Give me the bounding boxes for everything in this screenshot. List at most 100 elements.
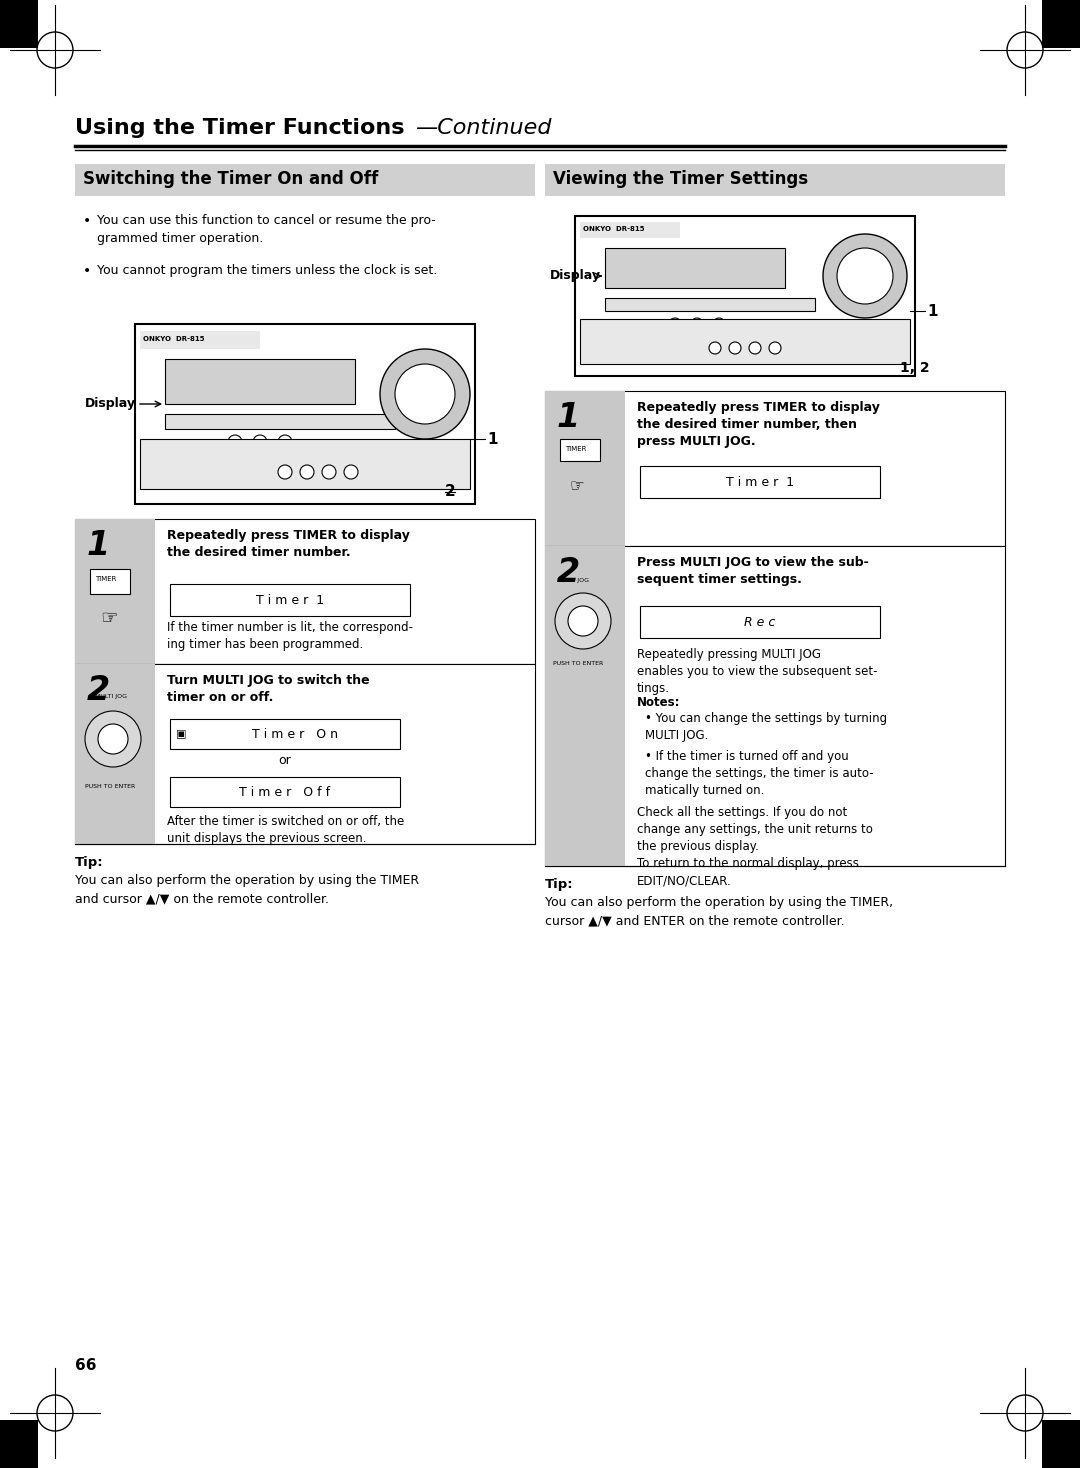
Text: You can also perform the operation by using the TIMER
and cursor ▲/▼ on the remo: You can also perform the operation by us… [75,873,419,904]
Circle shape [691,319,703,330]
Text: 1: 1 [927,304,937,319]
Circle shape [345,465,357,479]
Text: PUSH TO ENTER: PUSH TO ENTER [85,784,135,788]
Text: or: or [279,755,292,768]
Text: •: • [83,264,91,277]
Bar [75,520,535,664]
Text: 66: 66 [75,1358,96,1373]
Circle shape [713,319,725,330]
Bar [640,465,880,498]
Circle shape [708,342,721,354]
Text: Repeatedly press TIMER to display
the desired timer number, then
press MULTI JOG: Repeatedly press TIMER to display the de… [637,401,880,448]
Bar [545,546,1005,866]
Circle shape [228,435,242,449]
Circle shape [278,465,292,479]
Bar [75,664,156,844]
Circle shape [729,342,741,354]
Bar [170,719,400,749]
Bar [580,319,910,364]
Text: 1: 1 [487,432,498,446]
Circle shape [322,465,336,479]
Text: TIMER: TIMER [565,446,586,452]
Circle shape [300,465,314,479]
Bar [135,324,475,504]
Text: T i m e r  1: T i m e r 1 [256,593,324,606]
Text: Repeatedly press TIMER to display
the desired timer number.: Repeatedly press TIMER to display the de… [167,528,410,559]
Bar [140,330,260,349]
Text: Tip:: Tip: [75,856,104,869]
Text: 1: 1 [557,401,580,435]
Circle shape [278,435,292,449]
Circle shape [769,342,781,354]
Text: • You can change the settings by turning
MULTI JOG.: • You can change the settings by turning… [645,712,887,741]
Text: 2: 2 [445,484,456,499]
Bar [561,439,600,461]
Text: 2: 2 [87,674,110,708]
Bar [170,777,400,807]
Text: 2: 2 [557,556,580,589]
Text: ☞: ☞ [570,477,585,495]
Bar [75,520,156,664]
Bar [0,1420,38,1468]
Text: •: • [83,214,91,228]
Circle shape [750,342,761,354]
Bar [165,360,355,404]
Text: ONKYO  DR-815: ONKYO DR-815 [583,226,645,232]
Text: MULTI JOG: MULTI JOG [95,694,127,699]
Bar [170,584,410,617]
Bar [545,546,625,866]
Bar [605,248,785,288]
Text: Check all the settings. If you do not
change any settings, the unit returns to
t: Check all the settings. If you do not ch… [637,806,873,887]
Text: If the timer number is lit, the correspond-
ing timer has been programmed.: If the timer number is lit, the correspo… [167,621,413,650]
Circle shape [253,435,267,449]
Bar [1042,0,1080,48]
Bar [545,164,1005,197]
Text: Using the Timer Functions: Using the Timer Functions [75,117,405,138]
Bar [75,664,535,844]
Circle shape [823,233,907,319]
Text: Display: Display [85,398,136,411]
Circle shape [669,319,681,330]
Text: T i m e r   O f f: T i m e r O f f [240,785,330,799]
Circle shape [837,248,893,304]
Text: 1: 1 [87,528,110,562]
Bar [575,216,915,376]
Circle shape [380,349,470,439]
Bar [165,414,395,429]
Bar [605,298,815,311]
Text: Notes:: Notes: [637,696,680,709]
Text: Switching the Timer On and Off: Switching the Timer On and Off [83,170,378,188]
Text: You can also perform the operation by using the TIMER,
cursor ▲/▼ and ENTER on t: You can also perform the operation by us… [545,895,893,926]
Circle shape [85,711,141,766]
Text: 1, 2: 1, 2 [900,361,930,374]
Bar [90,570,130,595]
Bar [1042,1420,1080,1468]
Bar [640,606,880,639]
Text: Repeatedly pressing MULTI JOG
enables you to view the subsequent set-
tings.: Repeatedly pressing MULTI JOG enables yo… [637,647,877,694]
Bar [545,390,1005,546]
Text: ☞: ☞ [100,609,118,628]
Text: T i m e r  1: T i m e r 1 [726,476,794,489]
Circle shape [98,724,129,755]
Bar [580,222,680,238]
Text: ▣: ▣ [176,730,187,738]
Text: Tip:: Tip: [545,878,573,891]
Text: After the timer is switched on or off, the
unit displays the previous screen.: After the timer is switched on or off, t… [167,815,404,846]
Text: Press MULTI JOG to view the sub-
sequent timer settings.: Press MULTI JOG to view the sub- sequent… [637,556,868,586]
Text: TIMER: TIMER [95,575,117,581]
Bar [140,439,470,489]
Text: You cannot program the timers unless the clock is set.: You cannot program the timers unless the… [97,264,437,277]
Text: —Continued: —Continued [415,117,552,138]
Text: Turn MULTI JOG to switch the
timer on or off.: Turn MULTI JOG to switch the timer on or… [167,674,369,705]
Text: R e c: R e c [744,615,775,628]
Text: You can use this function to cancel or resume the pro-
grammed timer operation.: You can use this function to cancel or r… [97,214,435,245]
Text: Viewing the Timer Settings: Viewing the Timer Settings [553,170,808,188]
Text: ONKYO  DR-815: ONKYO DR-815 [143,336,204,342]
Bar [75,164,535,197]
Text: T i m e r   O n: T i m e r O n [252,728,338,740]
Text: PUSH TO ENTER: PUSH TO ENTER [553,661,604,666]
Text: MULTI JOG: MULTI JOG [557,578,589,583]
Circle shape [555,593,611,649]
Bar [545,390,625,546]
Circle shape [395,364,455,424]
